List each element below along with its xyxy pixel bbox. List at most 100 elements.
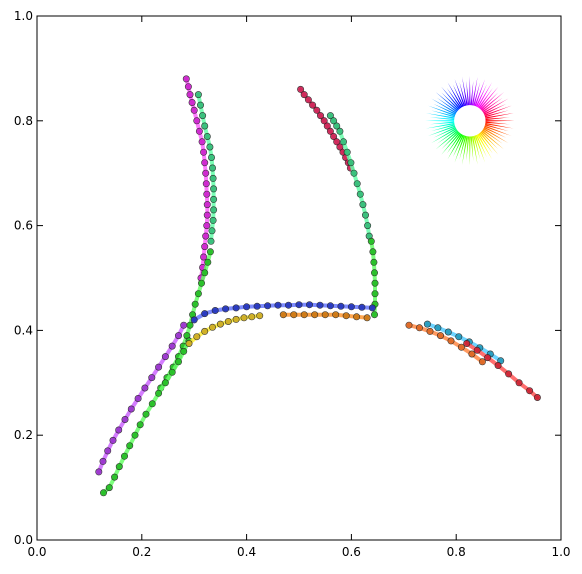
color-wheel-spoke xyxy=(447,134,463,160)
series-1 xyxy=(194,91,218,245)
y-tick-label: 0.2 xyxy=(14,428,33,442)
color-wheel-spoke xyxy=(475,134,487,158)
data-point xyxy=(142,410,150,418)
data-point xyxy=(455,333,463,341)
data-point xyxy=(148,374,156,382)
color-wheel-spoke xyxy=(427,105,456,117)
y-tick-label: 0.8 xyxy=(14,114,33,128)
data-point xyxy=(290,311,298,319)
data-point xyxy=(264,302,272,310)
data-point xyxy=(198,138,206,146)
data-point xyxy=(141,384,149,392)
color-wheel-spoke xyxy=(436,129,458,144)
color-wheel-spoke xyxy=(480,92,499,111)
data-point xyxy=(188,99,196,107)
color-wheel-spoke xyxy=(484,124,509,132)
color-wheel-spoke xyxy=(479,86,499,110)
data-point xyxy=(115,426,123,434)
data-point xyxy=(405,321,413,329)
color-wheel-spoke xyxy=(483,103,507,115)
data-point xyxy=(136,421,144,429)
data-point xyxy=(127,405,135,413)
data-point xyxy=(203,190,211,198)
data-point xyxy=(190,316,198,324)
data-layer xyxy=(95,75,541,497)
data-point xyxy=(168,342,176,350)
data-point xyxy=(370,311,378,319)
x-tick-label: 1.0 xyxy=(551,545,570,559)
data-point xyxy=(148,400,156,408)
data-point xyxy=(243,303,251,311)
data-point xyxy=(279,311,287,319)
data-point xyxy=(155,389,163,397)
data-point xyxy=(100,489,108,497)
data-point xyxy=(104,447,112,455)
data-point xyxy=(202,232,210,240)
color-wheel-spoke xyxy=(478,87,493,109)
data-point xyxy=(253,302,261,310)
data-point xyxy=(206,248,214,256)
data-point xyxy=(168,368,176,376)
color-wheel-spoke xyxy=(483,98,509,114)
color-wheel-spoke xyxy=(454,78,466,107)
color-wheel-spoke xyxy=(431,124,455,132)
data-point xyxy=(232,315,240,323)
data-point xyxy=(155,363,163,371)
color-wheel-spoke xyxy=(485,117,510,121)
data-point xyxy=(186,321,194,329)
plot-frame xyxy=(36,15,562,541)
color-wheel-spoke xyxy=(474,78,486,107)
data-point xyxy=(208,227,216,235)
data-point xyxy=(313,106,321,114)
data-point xyxy=(121,415,129,423)
x-tick-label: 0.0 xyxy=(27,545,46,559)
data-point xyxy=(202,169,210,177)
data-point xyxy=(222,305,230,313)
data-point xyxy=(423,320,431,328)
color-wheel-spoke xyxy=(473,82,481,106)
data-point xyxy=(175,358,183,366)
color-wheel-spoke xyxy=(483,128,509,144)
data-point xyxy=(208,154,216,162)
series-2 xyxy=(157,248,214,392)
data-point xyxy=(478,358,486,366)
data-point xyxy=(203,201,211,209)
data-point xyxy=(297,85,305,93)
color-wheel-spoke xyxy=(477,82,493,108)
color-wheel-spoke xyxy=(431,98,457,114)
data-point xyxy=(161,353,169,361)
data-point xyxy=(326,127,334,135)
data-point xyxy=(274,301,282,309)
data-point xyxy=(126,442,134,450)
data-point xyxy=(115,463,123,471)
data-point xyxy=(533,393,541,401)
color-wheel-spoke xyxy=(425,113,455,119)
series-4 xyxy=(95,321,188,476)
data-point xyxy=(304,96,312,104)
color-wheel-spoke xyxy=(452,84,464,107)
color-wheel-spoke xyxy=(441,92,460,111)
series-10 xyxy=(279,311,371,322)
data-point xyxy=(505,370,513,378)
data-point xyxy=(210,206,218,214)
data-point xyxy=(336,127,344,135)
data-point xyxy=(457,343,465,351)
data-point xyxy=(337,302,345,310)
color-wheel-spoke xyxy=(462,136,468,165)
data-point xyxy=(311,311,319,319)
data-point xyxy=(200,148,208,156)
data-point xyxy=(201,327,209,335)
data-point xyxy=(240,314,248,322)
color-wheel-spoke xyxy=(479,132,499,155)
data-point xyxy=(370,258,378,266)
data-point xyxy=(358,303,366,311)
y-tick-label: 0.0 xyxy=(14,533,33,547)
color-wheel-spoke xyxy=(446,87,462,109)
data-point xyxy=(248,313,256,321)
color-wheel-spoke xyxy=(429,117,455,121)
data-point xyxy=(300,311,308,319)
data-point xyxy=(359,201,367,209)
data-point xyxy=(209,164,217,172)
data-point xyxy=(363,314,371,322)
